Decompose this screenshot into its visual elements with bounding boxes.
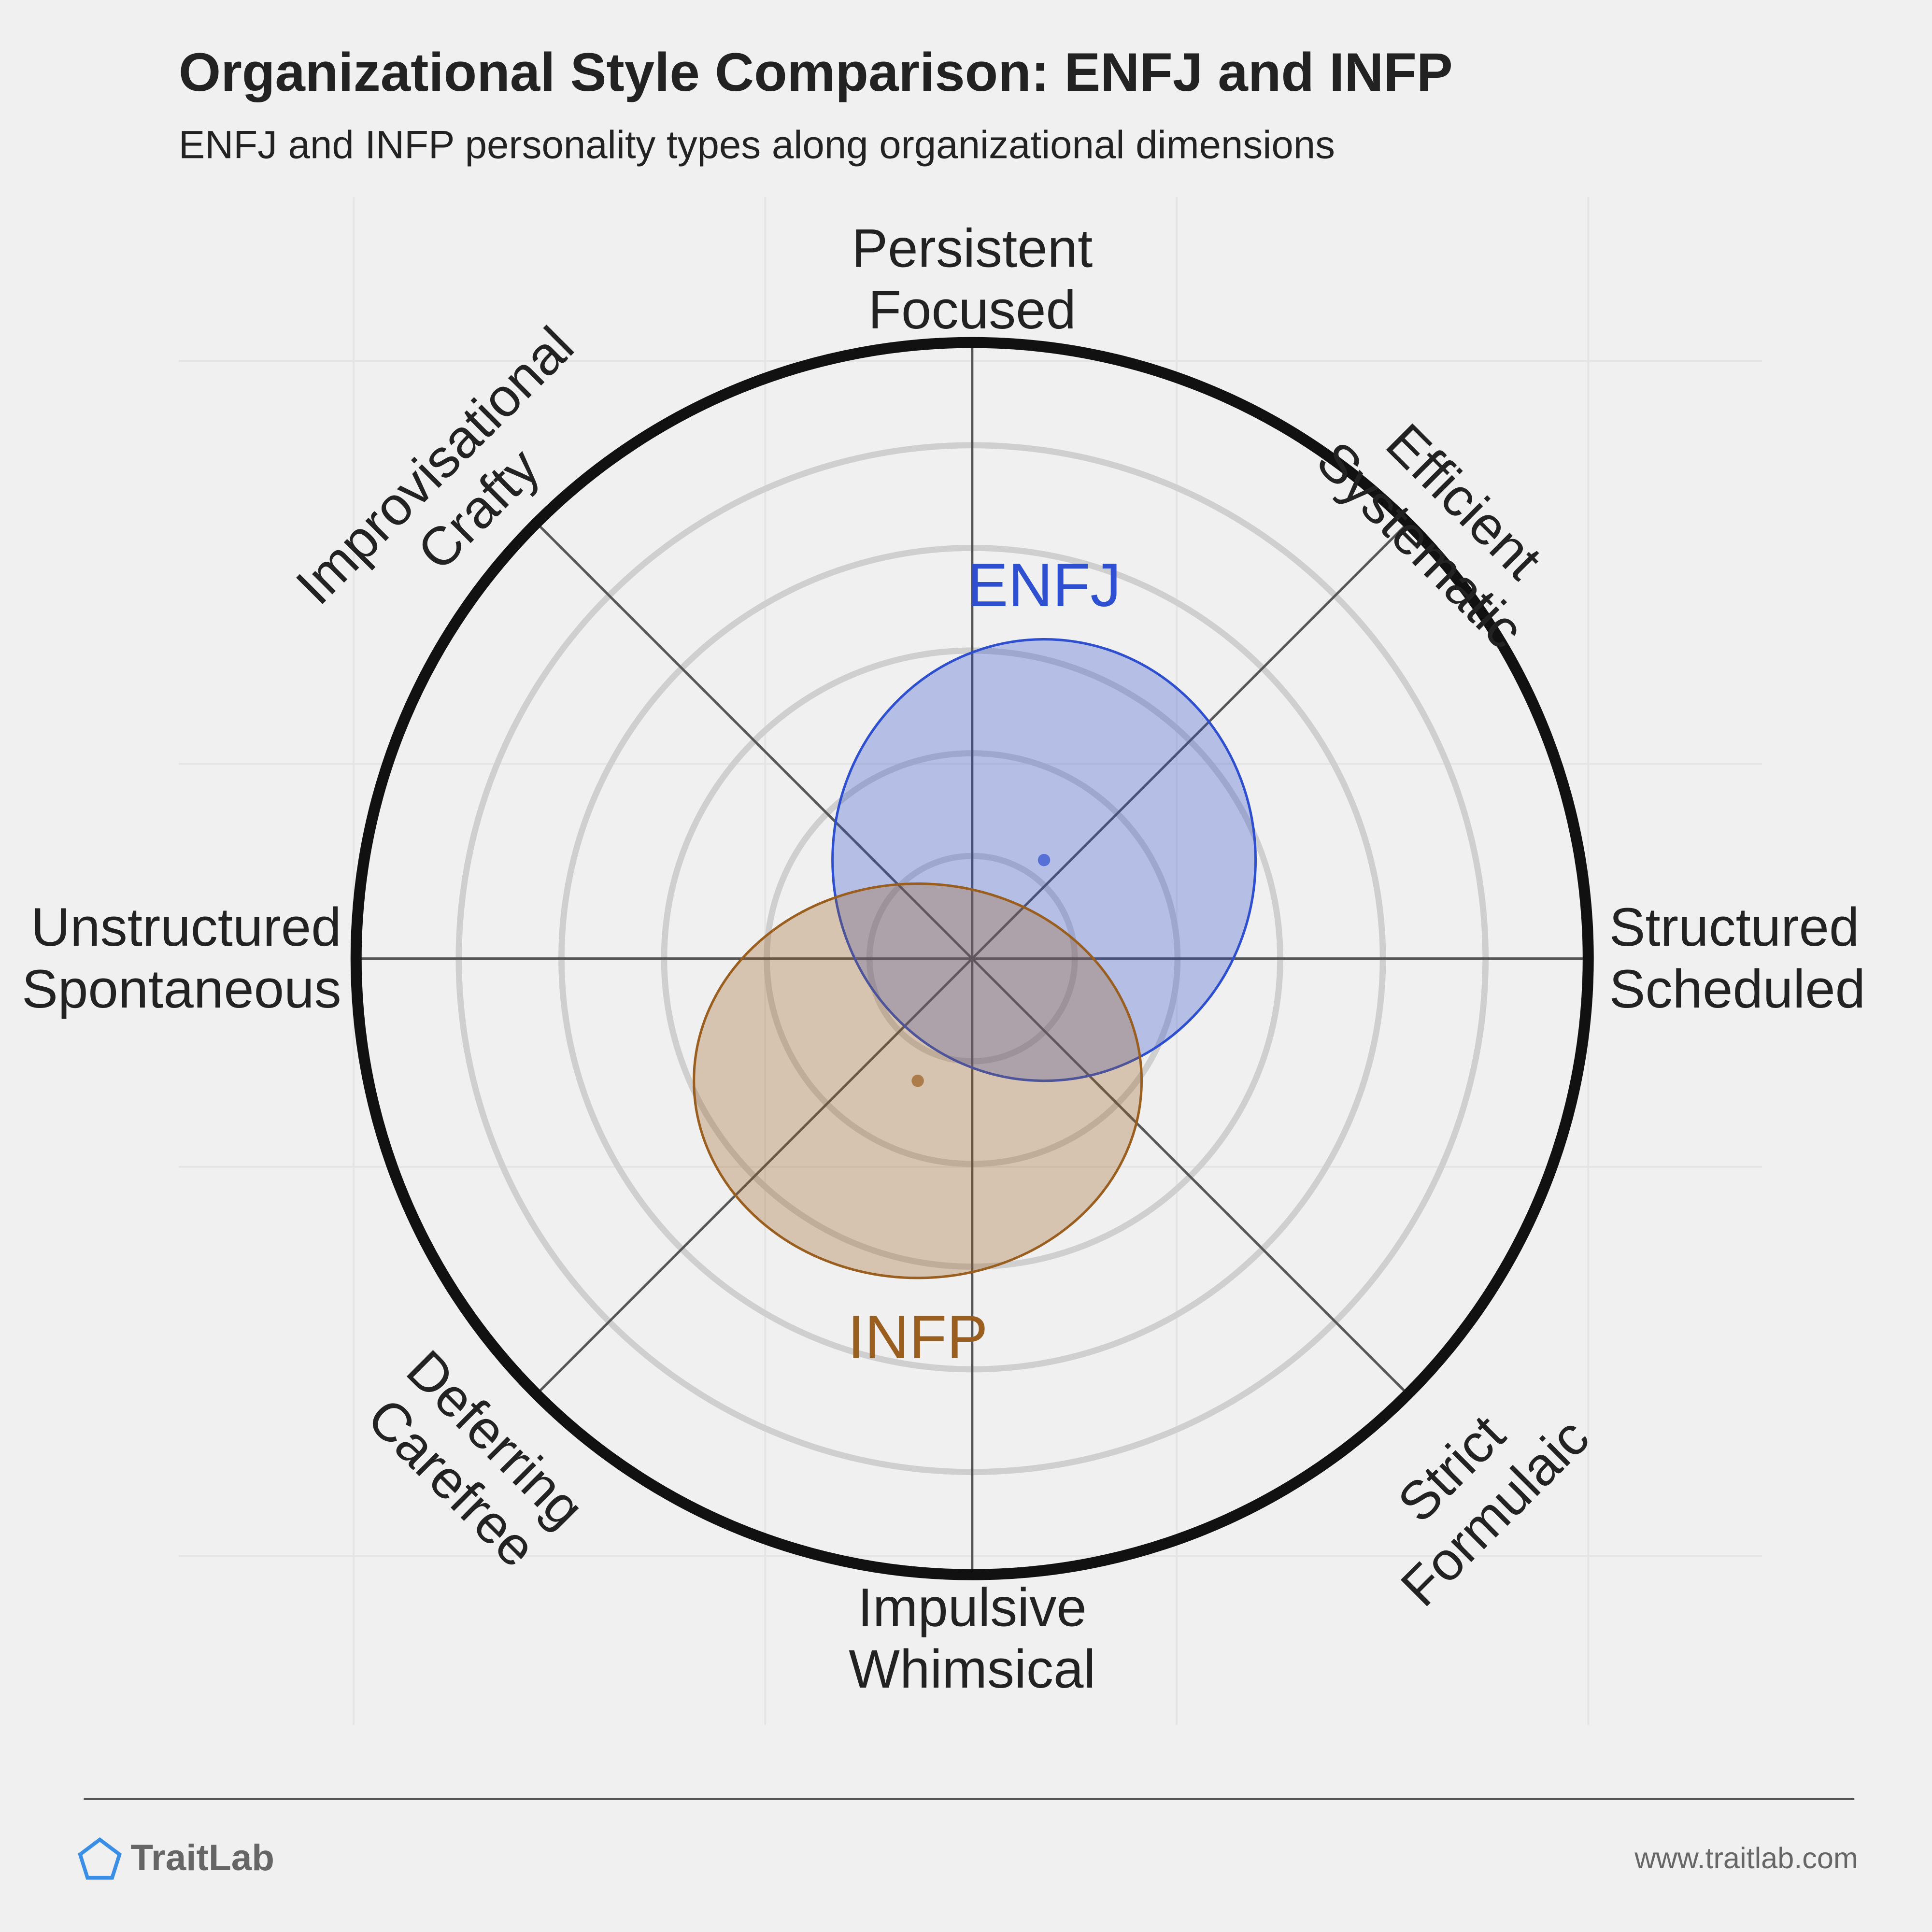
axis-label-line: Unstructured bbox=[31, 896, 341, 957]
axis-label-line: Impulsive bbox=[858, 1577, 1087, 1637]
series-label: ENFJ bbox=[967, 551, 1121, 620]
axis-label-line: Focused bbox=[868, 279, 1076, 340]
chart-subtitle: ENFJ and INFP personality types along or… bbox=[179, 123, 1335, 167]
axis-label-line: Whimsical bbox=[849, 1638, 1095, 1699]
series-label: INFP bbox=[848, 1303, 988, 1372]
axis-label-line: Spontaneous bbox=[22, 958, 341, 1019]
axis-label-line: Structured bbox=[1609, 896, 1860, 957]
axis-label-line: Scheduled bbox=[1609, 958, 1865, 1019]
spoke bbox=[536, 522, 1409, 1395]
type-center bbox=[1037, 853, 1051, 867]
type-center bbox=[911, 1074, 924, 1087]
brand-name: TraitLab bbox=[130, 1837, 274, 1878]
brand-logo bbox=[78, 1837, 122, 1880]
footer-url: www.traitlab.com bbox=[1634, 1842, 1858, 1875]
outer-ring bbox=[350, 337, 1594, 1580]
chart-title: Organizational Style Comparison: ENFJ an… bbox=[179, 42, 1453, 102]
axis-label-line: Persistent bbox=[852, 218, 1093, 279]
